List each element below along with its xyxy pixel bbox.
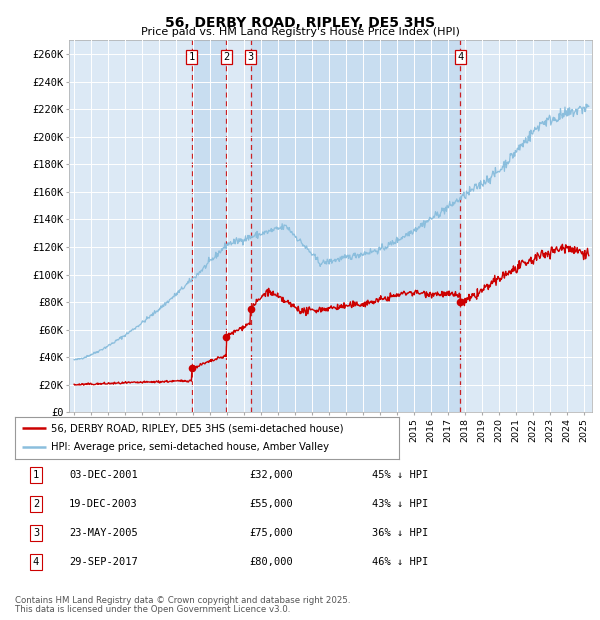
Text: 43% ↓ HPI: 43% ↓ HPI — [372, 499, 428, 509]
Text: 4: 4 — [457, 52, 464, 62]
Text: £32,000: £32,000 — [249, 470, 293, 480]
Text: 56, DERBY ROAD, RIPLEY, DE5 3HS: 56, DERBY ROAD, RIPLEY, DE5 3HS — [165, 16, 435, 30]
Text: £80,000: £80,000 — [249, 557, 293, 567]
Text: £55,000: £55,000 — [249, 499, 293, 509]
Text: 1: 1 — [33, 470, 39, 480]
Text: 03-DEC-2001: 03-DEC-2001 — [69, 470, 138, 480]
Text: 36% ↓ HPI: 36% ↓ HPI — [372, 528, 428, 538]
Text: 4: 4 — [33, 557, 39, 567]
Text: 45% ↓ HPI: 45% ↓ HPI — [372, 470, 428, 480]
Text: This data is licensed under the Open Government Licence v3.0.: This data is licensed under the Open Gov… — [15, 604, 290, 614]
Text: 2: 2 — [223, 52, 229, 62]
Text: 19-DEC-2003: 19-DEC-2003 — [69, 499, 138, 509]
Text: 3: 3 — [247, 52, 254, 62]
Text: 2: 2 — [33, 499, 39, 509]
Text: Price paid vs. HM Land Registry's House Price Index (HPI): Price paid vs. HM Land Registry's House … — [140, 27, 460, 37]
Text: Contains HM Land Registry data © Crown copyright and database right 2025.: Contains HM Land Registry data © Crown c… — [15, 596, 350, 605]
Text: 1: 1 — [188, 52, 195, 62]
Text: 46% ↓ HPI: 46% ↓ HPI — [372, 557, 428, 567]
Bar — [251, 40, 460, 412]
Text: 23-MAY-2005: 23-MAY-2005 — [69, 528, 138, 538]
Text: £75,000: £75,000 — [249, 528, 293, 538]
Text: 56, DERBY ROAD, RIPLEY, DE5 3HS (semi-detached house): 56, DERBY ROAD, RIPLEY, DE5 3HS (semi-de… — [52, 423, 344, 433]
Bar — [191, 40, 226, 412]
Text: HPI: Average price, semi-detached house, Amber Valley: HPI: Average price, semi-detached house,… — [52, 443, 329, 453]
Text: 3: 3 — [33, 528, 39, 538]
Text: 29-SEP-2017: 29-SEP-2017 — [69, 557, 138, 567]
